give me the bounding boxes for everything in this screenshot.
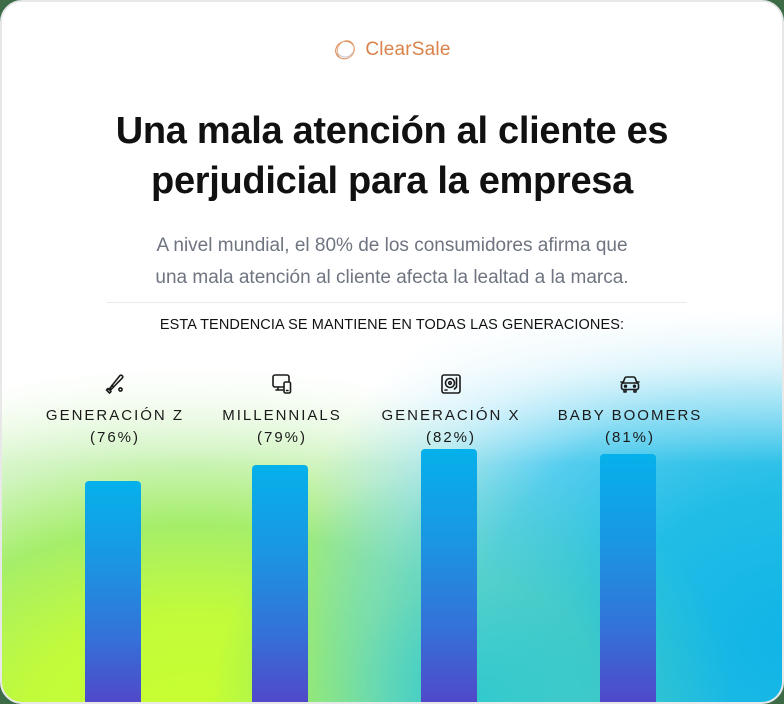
devices-icon: [272, 374, 292, 394]
section-label: ESTA TENDENCIA SE MANTIENE EN TODAS LAS …: [159, 317, 625, 333]
millennials-header: MILLENNIALS (79%): [192, 372, 372, 446]
generation-z-header: GENERACIÓN Z (76%): [25, 372, 205, 446]
brand-name: ClearSale: [365, 39, 451, 60]
generation-x-header: GENERACIÓN X (82%): [361, 372, 541, 446]
generation-name: MILLENNIALS: [222, 407, 342, 424]
generation-percent: (76%): [89, 429, 140, 446]
generation-percent: (81%): [604, 429, 655, 446]
clearsale-logo-icon: [335, 40, 356, 60]
baseball-bat-icon: [105, 374, 124, 394]
generation-name: GENERACIÓN Z: [45, 407, 185, 424]
divider: [107, 302, 687, 303]
generation-percent: (82%): [425, 429, 476, 446]
generation-name: GENERACIÓN X: [381, 407, 521, 424]
generation-name: BABY BOOMERS: [557, 407, 703, 424]
title-line-2: perjudicial para la empresa: [151, 160, 633, 202]
bar-generation-x: [421, 449, 477, 702]
bar-millennials: [252, 465, 308, 702]
page-title: Una mala atención al cliente es perjudic…: [42, 106, 742, 206]
record-player-icon: [441, 374, 461, 394]
bar-baby-boomers: [600, 454, 656, 702]
brand-logo: ClearSale: [2, 38, 782, 62]
subtitle-line-2: una mala atención al cliente afecta la l…: [155, 267, 629, 288]
generation-percent: (79%): [256, 429, 307, 446]
title-line-1: Una mala atención al cliente es: [115, 110, 669, 152]
car-icon: [620, 376, 640, 393]
baby-boomers-header: BABY BOOMERS (81%): [540, 372, 720, 446]
bar-generation-z: [85, 481, 141, 702]
subtitle-line-1: A nivel mundial, el 80% de los consumido…: [156, 235, 628, 256]
page-subtitle: A nivel mundial, el 80% de los consumido…: [62, 230, 722, 294]
